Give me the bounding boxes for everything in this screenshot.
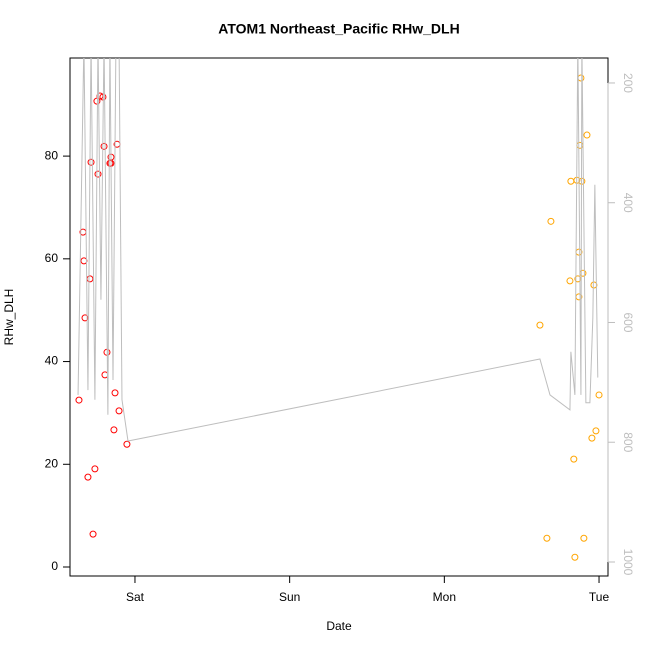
data-point <box>592 427 600 435</box>
data-point <box>115 407 123 415</box>
data-point <box>577 74 585 82</box>
plot-area <box>75 58 603 561</box>
data-point <box>84 473 92 481</box>
data-point <box>583 131 591 139</box>
y2-tick-label: 1000 <box>621 549 635 576</box>
data-point <box>595 391 603 399</box>
y2-tick-label: 800 <box>621 432 635 452</box>
data-point <box>123 440 131 448</box>
data-point <box>543 534 551 542</box>
data-point <box>547 217 555 225</box>
data-line <box>77 58 599 442</box>
x-tick-label: Sat <box>126 590 145 604</box>
x-tick-label: Tue <box>589 590 610 604</box>
data-point <box>86 275 94 283</box>
data-point <box>89 530 97 538</box>
y-tick-label: 20 <box>45 456 59 470</box>
data-point <box>111 389 119 397</box>
data-point <box>100 142 108 150</box>
y2-tick-label: 600 <box>621 312 635 332</box>
data-point <box>590 281 598 289</box>
y2-tick-label: 400 <box>621 193 635 213</box>
plot-frame <box>69 57 609 577</box>
y-tick-label: 60 <box>45 251 59 265</box>
chart-title: ATOM1 Northeast_Pacific RHw_DLH <box>218 21 459 37</box>
y-tick-label: 80 <box>45 148 59 162</box>
data-point <box>93 97 101 105</box>
data-point <box>110 426 118 434</box>
data-point <box>566 277 574 285</box>
y-axis-label: RHw_DLH <box>2 289 16 346</box>
data-point <box>81 314 89 322</box>
data-point <box>91 465 99 473</box>
data-point <box>570 455 578 463</box>
data-point <box>75 396 83 404</box>
data-point <box>536 321 544 329</box>
data-point <box>567 177 575 185</box>
x-tick-label: Mon <box>433 590 456 604</box>
data-point <box>87 158 95 166</box>
y-tick-label: 0 <box>51 559 58 573</box>
data-point <box>588 434 596 442</box>
x-axis-label: Date <box>326 619 352 633</box>
y2-tick-label: 200 <box>621 73 635 93</box>
data-point <box>580 534 588 542</box>
y-tick-label: 40 <box>45 354 59 368</box>
x-tick-label: Sun <box>279 590 300 604</box>
data-point <box>571 553 579 561</box>
data-point <box>94 170 102 178</box>
